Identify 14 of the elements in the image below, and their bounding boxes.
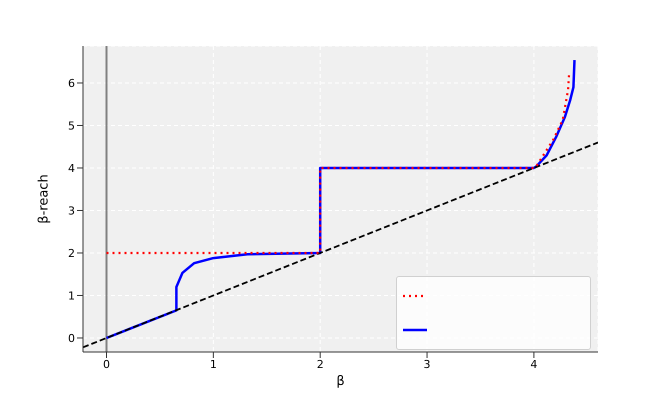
y-tick-label: 5	[68, 119, 75, 132]
y-tick-label: 2	[68, 246, 75, 260]
y-tick-label: 1	[68, 289, 75, 302]
x-tick-label: 1	[210, 358, 217, 371]
y-axis-title: β-reach	[36, 174, 52, 224]
y-tick-label: 4	[68, 162, 75, 175]
y-tick-label: 3	[68, 204, 75, 218]
y-tick-label: 0	[68, 332, 75, 345]
x-tick-label: 2	[316, 358, 324, 371]
x-tick-label: 0	[103, 358, 110, 371]
x-tick-label: 4	[530, 358, 538, 371]
y-tick-label: 6	[68, 76, 75, 90]
x-tick-label: 3	[424, 358, 431, 371]
x-axis-title: β	[336, 374, 345, 389]
